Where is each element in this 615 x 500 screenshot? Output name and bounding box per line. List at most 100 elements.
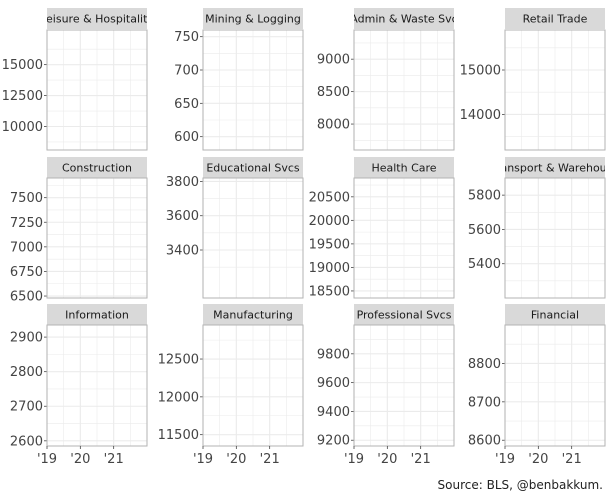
- panel-border: [353, 177, 455, 299]
- panel-border: [353, 29, 455, 151]
- y-tick-label: 18500: [309, 284, 350, 299]
- panel-strip: [47, 8, 147, 29]
- y-tick-label: 8000: [317, 118, 350, 133]
- y-tick-label: 20500: [309, 190, 350, 205]
- y-tick-label: 2700: [10, 400, 43, 415]
- y-tick-label: 3400: [166, 244, 199, 259]
- y-tick-label: 12000: [158, 390, 199, 405]
- x-tick-label: '19: [495, 452, 515, 467]
- panel-strip: [203, 8, 303, 29]
- panel-border: [504, 177, 606, 299]
- y-tick-label: 750: [174, 30, 199, 45]
- panel-strip: [47, 157, 147, 178]
- panel-retail-trade: Retail Trade 14000 15000: [460, 8, 606, 151]
- panel-title: Leisure & Hospitality: [40, 13, 154, 26]
- panel-admin-waste-svc: Admin & Waste Svc 8000 8500 9000: [317, 8, 457, 151]
- panel-title: Admin & Waste Svc: [350, 13, 457, 26]
- y-tick-label: 9800: [317, 347, 350, 362]
- panel-leisure-hospitality: Leisure & Hospitality 10000 12500 15000: [2, 8, 154, 151]
- panel-health-care: Health Care 18500 19000 19500 20000 20500: [309, 157, 455, 299]
- panel-strip: [354, 157, 454, 178]
- y-tick-label: 15000: [460, 64, 501, 79]
- panel-border: [353, 324, 455, 447]
- panel-title: Manufacturing: [213, 309, 293, 322]
- y-tick-label: 8500: [317, 85, 350, 100]
- x-tick-label: '21: [104, 452, 124, 467]
- panel-title: Retail Trade: [523, 13, 588, 26]
- x-tick-label: '21: [411, 452, 431, 467]
- panel-strip: [203, 304, 303, 325]
- panel-strip: [354, 304, 454, 325]
- panel-educational-svcs: Educational Svcs 3400 3600 3800: [166, 157, 304, 299]
- y-tick-label: 3600: [166, 209, 199, 224]
- y-tick-label: 9200: [317, 434, 350, 449]
- panel-border: [504, 324, 606, 447]
- x-tick-label: '19: [344, 452, 364, 467]
- panel-border: [46, 177, 148, 299]
- x-tick-label: '21: [562, 452, 582, 467]
- y-tick-label: 10000: [2, 120, 43, 135]
- panel-border: [202, 29, 304, 151]
- y-tick-label: 12500: [158, 353, 199, 368]
- y-tick-label: 15000: [2, 58, 43, 73]
- y-tick-label: 7000: [10, 240, 43, 255]
- panel-border: [46, 29, 148, 151]
- panel-border: [202, 177, 304, 299]
- y-tick-label: 19500: [309, 237, 350, 252]
- y-tick-label: 6500: [10, 290, 43, 305]
- y-tick-label: 3800: [166, 175, 199, 190]
- panel-title: Health Care: [371, 162, 436, 175]
- panel-construction: Construction 6500 6750 7000 7250 7500: [10, 157, 148, 305]
- y-tick-label: 12500: [2, 89, 43, 104]
- panel-title: Information: [65, 309, 129, 322]
- y-tick-label: 9000: [317, 53, 350, 68]
- panel-transport-warehouse: Transport & Warehouse 5400 5600 5800: [468, 157, 615, 299]
- panel-strip: [203, 157, 303, 178]
- y-tick-label: 8800: [468, 357, 501, 372]
- panel-information: Information 2600 2700 2800 2900 '19 '20 '21: [10, 304, 148, 467]
- x-tick-label: '20: [377, 452, 397, 467]
- y-tick-label: 8600: [468, 434, 501, 449]
- panel-title: Transport & Warehouse: [490, 162, 615, 175]
- panel-title: Mining & Logging: [205, 13, 301, 26]
- y-tick-label: 9400: [317, 405, 350, 420]
- x-tick-label: '19: [193, 452, 213, 467]
- x-tick-label: '21: [260, 452, 280, 467]
- y-tick-label: 5600: [468, 223, 501, 238]
- panel-title: Construction: [62, 162, 132, 175]
- x-tick-label: '20: [528, 452, 548, 467]
- y-tick-label: 20000: [309, 214, 350, 229]
- panel-mining-logging: Mining & Logging 600 650 700 750: [174, 8, 304, 151]
- y-tick-label: 2600: [10, 434, 43, 449]
- y-tick-label: 650: [174, 97, 199, 112]
- y-tick-label: 700: [174, 64, 199, 79]
- y-tick-label: 11500: [158, 428, 199, 443]
- y-tick-label: 600: [174, 130, 199, 145]
- panel-manufacturing: Manufacturing 11500 12000 12500 '19 '20 '21: [158, 304, 304, 467]
- panel-border: [202, 324, 304, 447]
- panel-strip: [505, 304, 605, 325]
- y-tick-label: 2800: [10, 365, 43, 380]
- panel-border: [504, 29, 606, 151]
- source-caption: Source: BLS, @benbakkum.: [437, 478, 603, 492]
- x-tick-label: '19: [37, 452, 57, 467]
- y-tick-label: 7500: [10, 191, 43, 206]
- y-tick-label: 9600: [317, 376, 350, 391]
- y-tick-label: 7250: [10, 216, 43, 231]
- panel-strip: [47, 304, 147, 325]
- panel-financial: Financial 8600 8700 8800 '19 '20 '21: [468, 304, 606, 467]
- x-tick-label: '20: [70, 452, 90, 467]
- panel-strip: [505, 157, 605, 178]
- y-tick-label: 6750: [10, 265, 43, 280]
- panel-strip: [505, 8, 605, 29]
- panel-professional-svcs: Professional Svcs 9200 9400 9600 9800 '19 '20 '…: [317, 304, 455, 467]
- panel-title: Educational Svcs: [206, 162, 300, 175]
- y-tick-label: 5400: [468, 257, 501, 272]
- y-tick-label: 2900: [10, 331, 43, 346]
- y-tick-label: 19000: [309, 261, 350, 276]
- y-tick-label: 5800: [468, 189, 501, 204]
- x-tick-label: '20: [226, 452, 246, 467]
- y-tick-label: 14000: [460, 108, 501, 123]
- panel-title: Financial: [531, 309, 579, 322]
